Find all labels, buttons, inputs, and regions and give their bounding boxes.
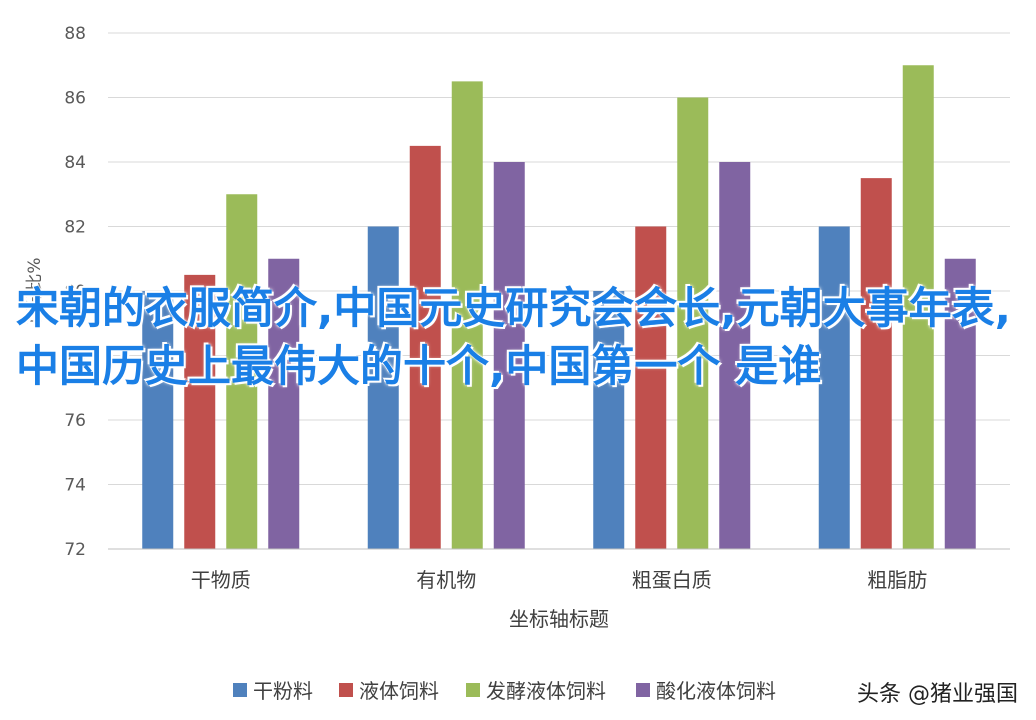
x-tick-label: 有机物	[416, 568, 476, 592]
y-tick-label: 72	[64, 540, 86, 560]
bar	[860, 178, 892, 549]
bar	[367, 226, 399, 549]
legend-swatch	[466, 683, 480, 697]
legend-swatch	[339, 683, 353, 697]
legend-label: 干粉料	[253, 679, 313, 703]
y-tick-label: 88	[64, 24, 86, 44]
bar	[902, 65, 934, 549]
x-tick-label: 粗脂肪	[867, 568, 927, 592]
legend-label: 液体饲料	[359, 679, 439, 703]
bar	[268, 258, 300, 549]
bar	[409, 145, 441, 549]
bar	[635, 226, 667, 549]
x-tick-label: 粗蛋白质	[632, 568, 712, 592]
bar	[493, 162, 525, 549]
y-tick-label: 74	[64, 476, 86, 496]
bar	[593, 291, 625, 549]
bar	[226, 194, 258, 549]
legend-swatch	[636, 683, 650, 697]
x-tick-label: 干物质	[191, 568, 251, 592]
bar	[451, 81, 483, 549]
legend-label: 发酵液体饲料	[486, 679, 606, 703]
y-tick-label: 86	[64, 89, 86, 109]
x-axis-title: 坐标轴标题	[509, 607, 609, 631]
y-tick-label: 82	[64, 218, 86, 238]
y-tick-label: 76	[64, 411, 86, 431]
y-tick-label: 80	[64, 282, 86, 302]
bar	[944, 258, 976, 549]
watermark: 头条 @猪业强国	[857, 682, 1018, 707]
y-axis-label: 百分比%	[25, 257, 45, 324]
y-tick-label: 78	[64, 347, 86, 367]
legend-label: 酸化液体饲料	[656, 679, 776, 703]
bar	[184, 274, 216, 549]
overlay-caption: 宋朝的衣服简介,中国元史研究会会长,元朝大事年表,中国历史上最伟大的十个,中国第…	[16, 284, 1012, 392]
bar	[677, 97, 709, 549]
legend-swatch	[233, 683, 247, 697]
bar	[719, 162, 751, 549]
bar	[142, 291, 174, 549]
bar	[818, 226, 850, 549]
y-tick-label: 84	[64, 153, 86, 173]
